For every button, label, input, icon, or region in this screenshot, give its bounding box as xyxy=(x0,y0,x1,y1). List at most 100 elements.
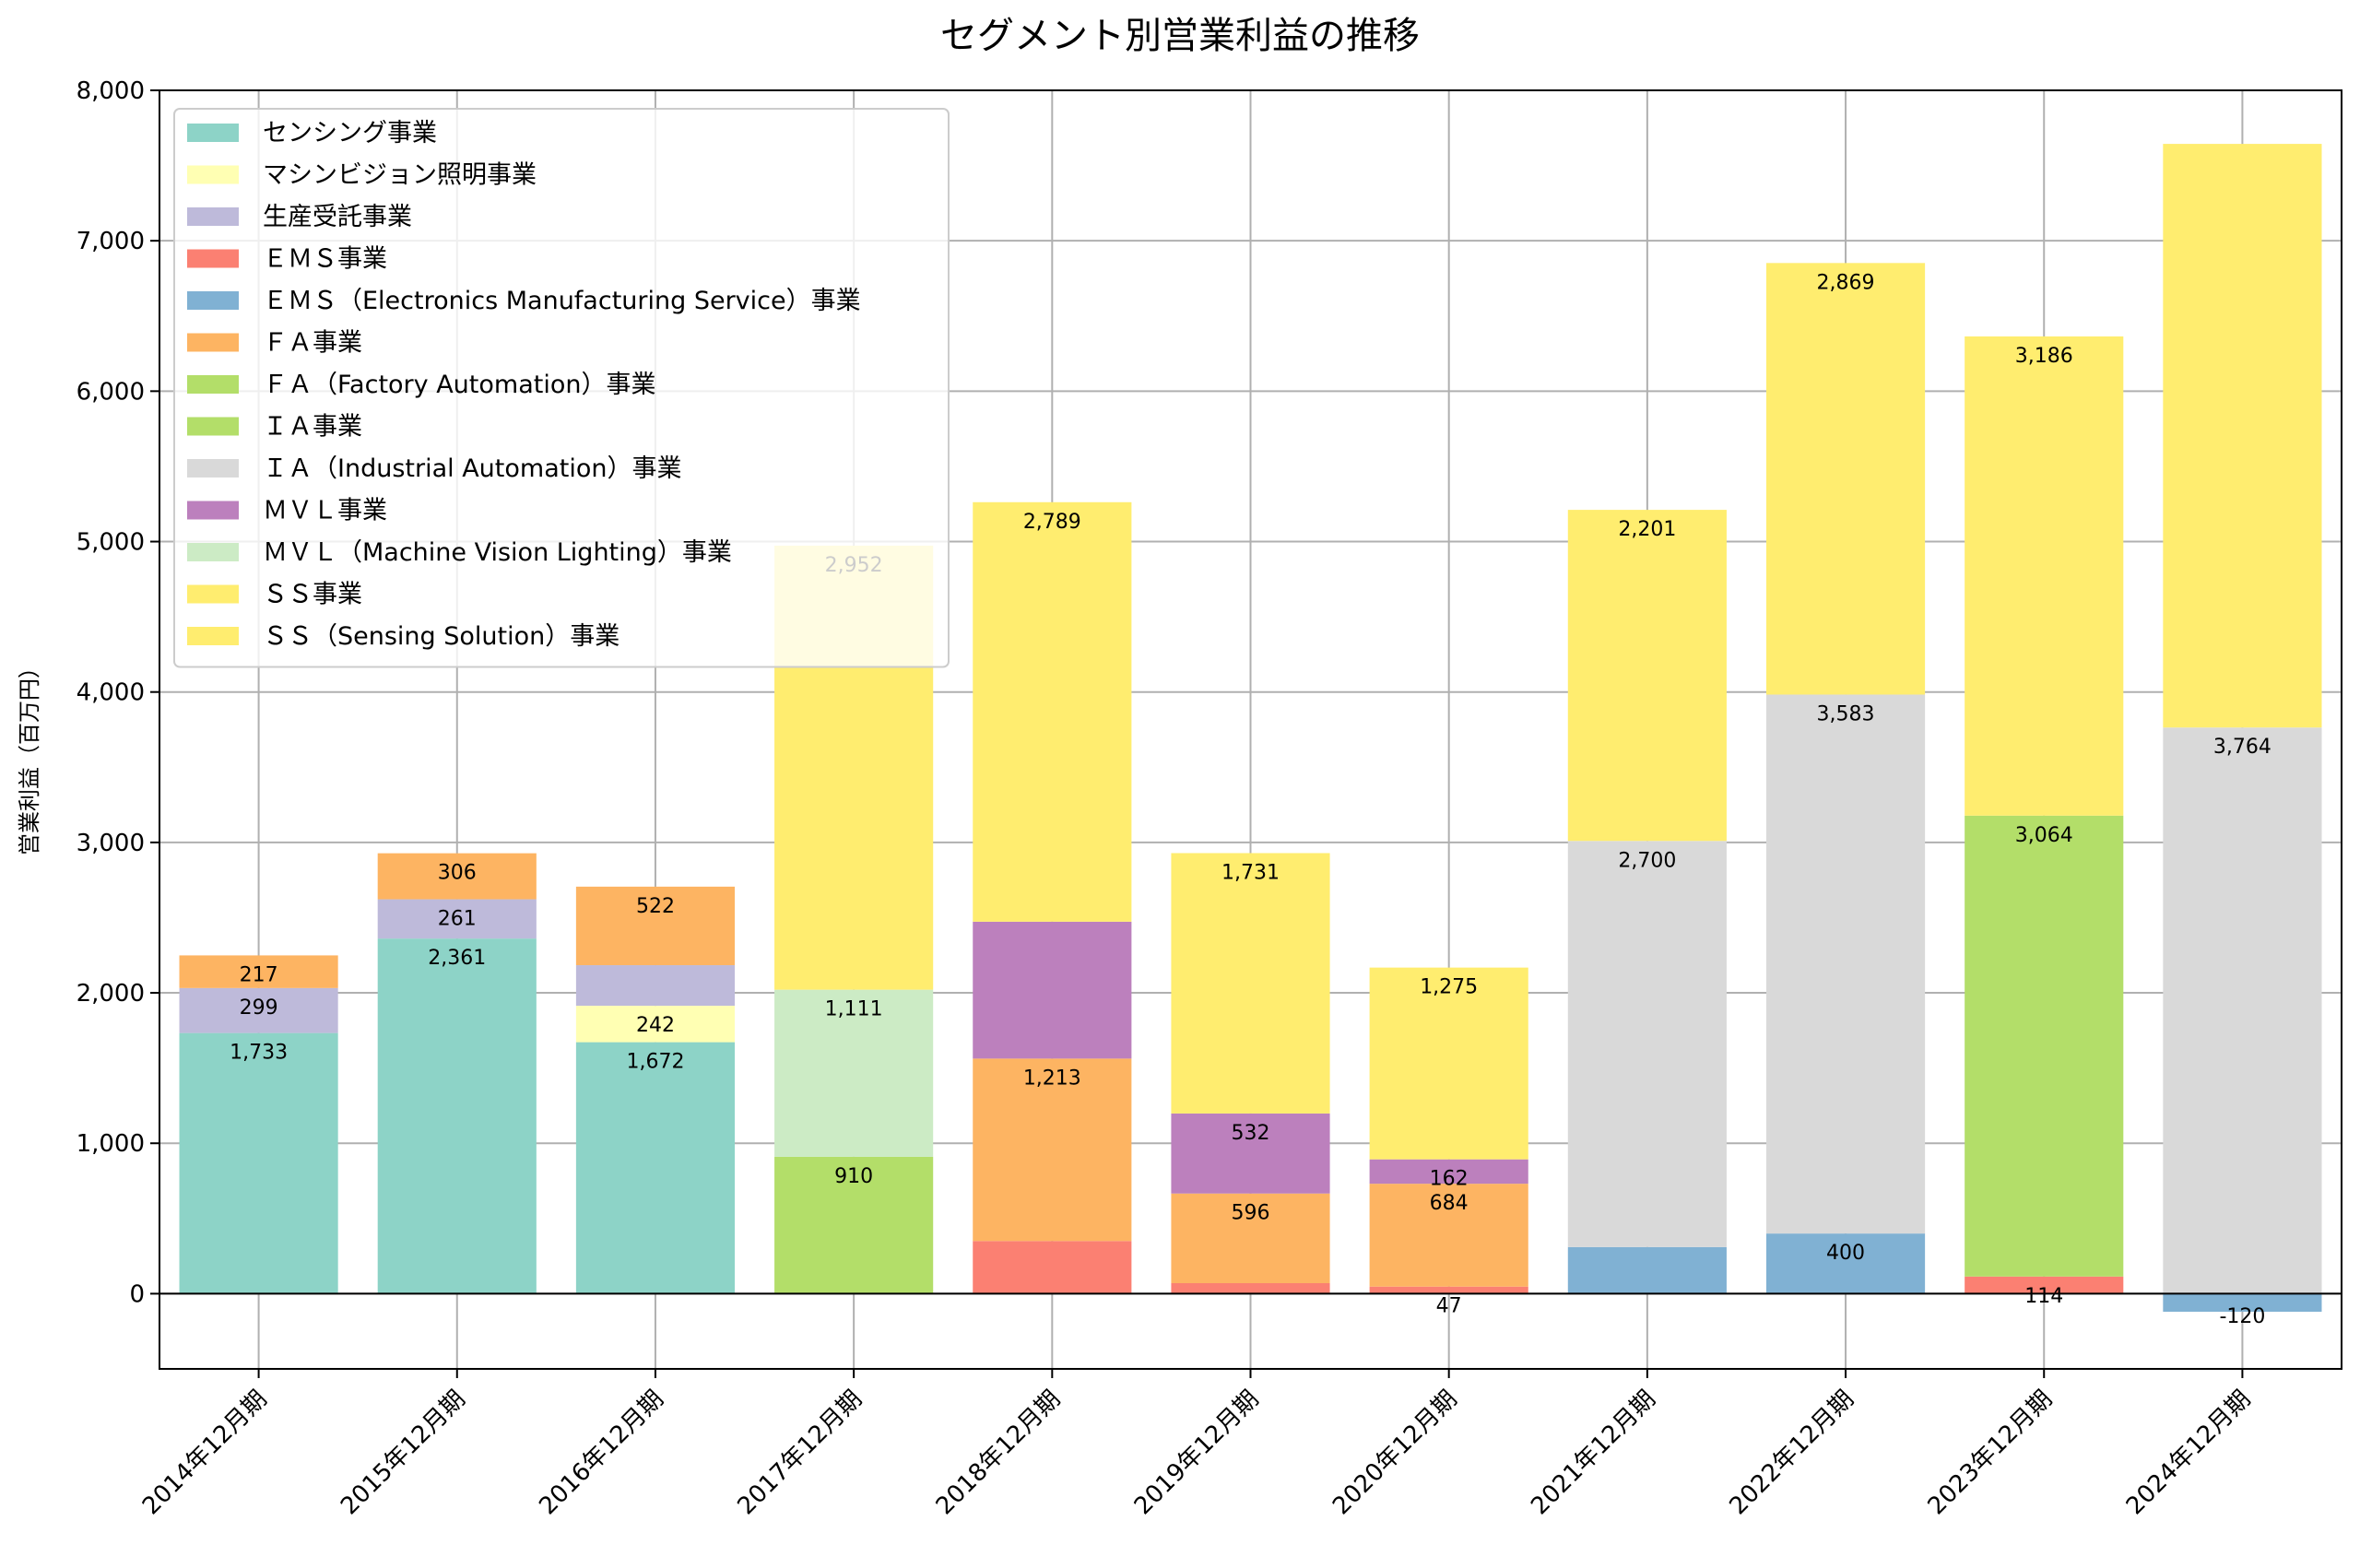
data-label: 3,064 xyxy=(2015,824,2073,847)
x-tick-label: 2018年12月期 xyxy=(931,1385,1067,1521)
x-tick-label: 2021年12月期 xyxy=(1526,1385,1661,1521)
data-label: 306 xyxy=(438,862,477,885)
legend-label: ＩＡ（Industrial Automation）事業 xyxy=(263,454,681,483)
data-label: 2,361 xyxy=(428,947,486,970)
data-label: 1,733 xyxy=(230,1042,288,1065)
legend-swatch xyxy=(187,417,239,436)
chart-title: セグメント別営業利益の推移 xyxy=(940,15,1420,57)
bar-segment xyxy=(1965,815,2124,1277)
bar-segment xyxy=(774,1156,934,1294)
bar-segment xyxy=(575,1006,736,1043)
legend-swatch xyxy=(187,291,239,310)
legend-swatch xyxy=(187,165,239,184)
bar-segment xyxy=(1965,336,2124,816)
bar-segment xyxy=(2163,144,2322,728)
data-label: 162 xyxy=(1430,1168,1469,1191)
data-label: 242 xyxy=(636,1014,675,1037)
legend-swatch xyxy=(187,543,239,561)
legend-swatch xyxy=(187,459,239,477)
data-label: 2,869 xyxy=(1817,271,1875,294)
bar-segment xyxy=(973,1241,1132,1294)
y-tick-label: 0 xyxy=(129,1280,145,1308)
data-label: 1,111 xyxy=(825,998,883,1021)
bar-segment xyxy=(1171,1282,1330,1294)
bar-segment xyxy=(1171,1193,1330,1283)
x-tick-label: 2022年12月期 xyxy=(1724,1385,1859,1521)
y-tick-label: 3,000 xyxy=(77,830,145,857)
bar-segment xyxy=(179,955,338,988)
bar-segment xyxy=(575,965,736,1007)
bar-segment xyxy=(973,1058,1132,1242)
bar-segment xyxy=(1765,263,1926,695)
data-label: 3,583 xyxy=(1817,702,1875,725)
bar-segment xyxy=(377,853,537,900)
data-label: 1,275 xyxy=(1420,976,1478,999)
bar-segment xyxy=(2163,727,2322,1294)
bar-segment xyxy=(1369,1286,1528,1294)
data-label: 2,201 xyxy=(1618,518,1676,541)
bars xyxy=(179,144,2322,1312)
x-tick-label: 2024年12月期 xyxy=(2121,1385,2257,1521)
bar-segment xyxy=(774,989,934,1157)
y-tick-label: 4,000 xyxy=(77,679,145,707)
data-label: 3,764 xyxy=(2213,736,2272,759)
bar-segment xyxy=(1567,510,1727,842)
legend-label: ＩＡ事業 xyxy=(263,413,362,442)
legend-swatch xyxy=(187,124,239,142)
y-tick-label: 5,000 xyxy=(77,529,145,557)
y-tick-label: 2,000 xyxy=(77,980,145,1008)
data-label: 299 xyxy=(240,996,278,1020)
data-label: 1,672 xyxy=(626,1051,684,1074)
bar-segment xyxy=(1965,1276,2124,1294)
bar-segment xyxy=(1369,1184,1528,1287)
data-label: 1,213 xyxy=(1023,1067,1081,1090)
bar-segment xyxy=(179,987,338,1033)
legend-box xyxy=(173,108,950,668)
legend-swatch xyxy=(187,375,239,394)
bar-segment xyxy=(1567,1246,1727,1294)
data-label: 2,700 xyxy=(1618,849,1676,872)
bar-segment xyxy=(1171,853,1330,1114)
data-label: 2,789 xyxy=(1023,511,1081,534)
bar-segment xyxy=(179,1032,338,1294)
data-label: 3,186 xyxy=(2015,345,2073,368)
data-labels: 1,733 2,361 1,672 242 299 261 47 114 400 -120 217 3… xyxy=(230,271,2272,1328)
legend-label: ＥＭＳ事業 xyxy=(263,245,387,274)
y-tick-label: 1,000 xyxy=(77,1130,145,1158)
data-label: 400 xyxy=(1826,1242,1865,1265)
legend-label: ＭＶＬ事業 xyxy=(263,497,387,525)
legend-label: ＦＡ事業 xyxy=(263,329,362,358)
legend-label: マシンビジョン照明事業 xyxy=(263,161,537,190)
legend-label: 生産受託事業 xyxy=(263,203,412,231)
x-tick-label: 2020年12月期 xyxy=(1328,1385,1463,1521)
data-label: 910 xyxy=(834,1165,873,1188)
bar-segment xyxy=(1369,967,1528,1160)
data-label: 596 xyxy=(1232,1202,1270,1225)
y-axis-label: 営業利益（百万円） xyxy=(17,656,42,855)
bar-segment xyxy=(377,899,537,939)
bar-segment xyxy=(1765,1233,1926,1294)
bar-segment xyxy=(575,1042,736,1294)
data-label: 261 xyxy=(438,908,477,931)
data-label: 47 xyxy=(1436,1295,1462,1318)
legend-swatch xyxy=(187,501,239,520)
bar-segment xyxy=(973,501,1132,922)
legend-label: センシング事業 xyxy=(263,119,437,147)
bar-segment xyxy=(1765,694,1926,1234)
legend-label: ＳＳ事業 xyxy=(263,581,362,609)
data-label: 1,731 xyxy=(1221,861,1280,884)
x-tick-label: 2015年12月期 xyxy=(336,1385,471,1521)
bar-segment xyxy=(575,886,736,966)
y-tick-label: 7,000 xyxy=(77,228,145,255)
legend-swatch xyxy=(187,584,239,604)
legend-label: ＳＳ（Sensing Solution）事業 xyxy=(263,622,620,651)
legend-swatch xyxy=(187,333,239,352)
bar-segment xyxy=(377,938,537,1294)
x-tick-label: 2017年12月期 xyxy=(733,1385,868,1521)
bar-segment xyxy=(1369,1159,1528,1185)
data-label: -120 xyxy=(2219,1305,2265,1328)
x-tick-label: 2019年12月期 xyxy=(1129,1385,1265,1521)
